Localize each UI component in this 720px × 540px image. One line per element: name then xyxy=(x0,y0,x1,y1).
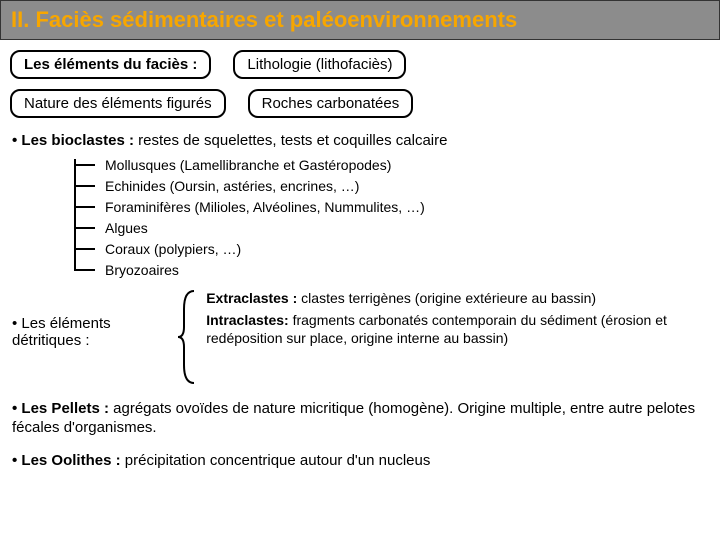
row-elements-facies: Les éléments du faciès : Lithologie (lit… xyxy=(10,50,710,79)
row-nature-elements: Nature des éléments figurés Roches carbo… xyxy=(10,89,710,118)
title-bar: II. Faciès sédimentaires et paléoenviron… xyxy=(0,0,720,40)
list-item: Echinides (Oursin, astéries, encrines, …… xyxy=(105,176,425,197)
brace-icon xyxy=(176,289,198,385)
oolithes-text: précipitation concentrique autour d'un n… xyxy=(125,452,431,469)
bioclastes-lead: • Les bioclastes : xyxy=(12,132,138,149)
list-item: Algues xyxy=(105,218,425,239)
tree-bracket-icon xyxy=(55,155,105,283)
detritiques-label-text: • Les éléments détritiques : xyxy=(12,315,111,349)
detritiques-body: Extraclastes : clastes terrigènes (origi… xyxy=(198,289,720,347)
oolithes-paragraph: • Les Oolithes : précipitation concentri… xyxy=(12,451,708,470)
extraclastes-text: clastes terrigènes (origine extérieure a… xyxy=(301,290,596,306)
pellets-text: agrégats ovoïdes de nature micritique (h… xyxy=(12,400,695,436)
pellets-paragraph: • Les Pellets : agrégats ovoïdes de natu… xyxy=(12,399,708,437)
page-title: II. Faciès sédimentaires et paléoenviron… xyxy=(11,7,517,32)
oolithes-bold: • Les Oolithes : xyxy=(12,452,125,469)
bioclastes-rest: restes de squelettes, tests et coquilles… xyxy=(138,132,447,149)
pill-roches-carbonatees: Roches carbonatées xyxy=(248,89,414,118)
intraclastes-line: Intraclastes: fragments carbonatés conte… xyxy=(206,311,720,347)
detritiques-section: • Les éléments détritiques : Extraclaste… xyxy=(12,289,720,385)
extraclastes-bold: Extraclastes : xyxy=(206,290,301,306)
bioclastes-heading: • Les bioclastes : restes de squelettes,… xyxy=(12,132,708,149)
pill-lithologie: Lithologie (lithofaciès) xyxy=(233,50,406,79)
bioclastes-list: Mollusques (Lamellibranche et Gastéropod… xyxy=(105,155,425,281)
pill-elements-facies: Les éléments du faciès : xyxy=(10,50,211,79)
detritiques-label: • Les éléments détritiques : xyxy=(12,289,176,349)
bioclastes-tree: Mollusques (Lamellibranche et Gastéropod… xyxy=(55,155,720,285)
list-item: Foraminifères (Milioles, Alvéolines, Num… xyxy=(105,197,425,218)
pill-nature-elements: Nature des éléments figurés xyxy=(10,89,226,118)
pellets-bold: • Les Pellets : xyxy=(12,400,113,417)
list-item: Coraux (polypiers, …) xyxy=(105,239,425,260)
list-item: Bryozoaires xyxy=(105,260,425,281)
extraclastes-line: Extraclastes : clastes terrigènes (origi… xyxy=(206,289,720,307)
intraclastes-bold: Intraclastes: xyxy=(206,312,292,328)
list-item: Mollusques (Lamellibranche et Gastéropod… xyxy=(105,155,425,176)
